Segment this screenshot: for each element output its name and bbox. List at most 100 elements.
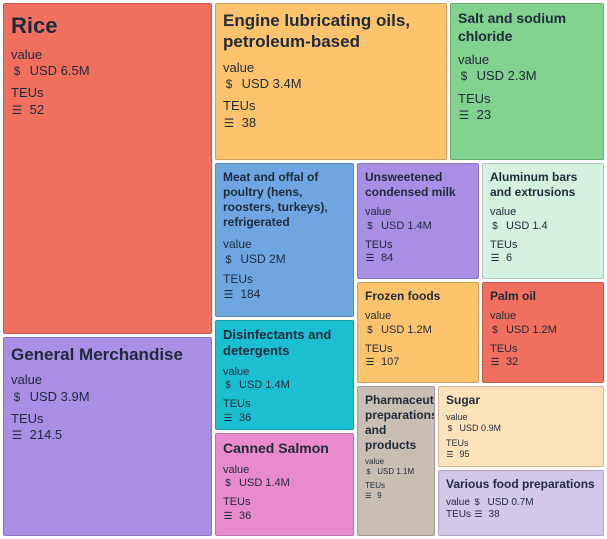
metric-label: value [223,365,250,378]
metric-label: value [490,310,517,322]
stack-icon: ☰ [458,109,470,123]
metric-label: TEUs [11,411,44,427]
tile-title: Salt and sodium chloride [458,10,567,44]
stack-icon: ☰ [490,357,500,369]
metric-value: ☰ 52 [11,101,45,117]
metric-label: value [446,412,468,423]
metric-row: value $ USD 0.7M [446,497,596,509]
metric-label: TEUs [458,90,491,106]
tile-sugar[interactable]: Sugar value $ USD 0.9M TEUs ☰ 95 [438,386,604,467]
dollar-icon: $ [13,64,21,78]
tile-body: value $ USD 0.9M TEUs ☰ 95 [446,412,596,459]
tile-disinfectants-and-detergents[interactable]: Disinfectants and detergents value $ USD 1… [215,320,354,430]
metric-row: TEUs ☰ 36 [223,398,346,426]
metric-value: ☰ 84 [365,252,394,265]
tile-engine-lubricating-oils-petroleum-based[interactable]: Engine lubricating oils, petroleum-based… [215,3,447,160]
metric-label: value [446,497,470,509]
metric-label: TEUs [11,85,44,101]
metric-label: TEUs [365,238,393,251]
metric-row: value $ USD 1.2M [365,310,471,338]
stack-icon: ☰ [223,116,235,130]
metric-value: $ USD 1.4M [223,379,346,393]
tile-title: Aluminum bars and extrusions [490,170,578,199]
dollar-icon: $ [367,324,373,336]
metric-value: $ USD 1.4 [490,220,596,234]
dollar-icon: $ [225,478,231,490]
dollar-icon: $ [492,324,498,336]
metric-row: value $ USD 1.2M [490,310,596,338]
metric-label: TEUs [223,496,251,508]
tile-canned-salmon[interactable]: Canned Salmon value $ USD 1.4M TEUs ☰ 36 [215,433,354,536]
metric-label: TEUs [490,342,518,355]
dollar-icon: $ [447,424,453,434]
tile-salt-and-sodium-chloride[interactable]: Salt and sodium chloride value $ USD 2.3M T… [450,3,604,160]
metric-row: value $ USD 1.4M [223,464,346,492]
stack-icon: ☰ [223,289,234,302]
metric-value: $ USD 2M [223,252,346,267]
tile-meat-and-offal-of-poultry-hens-roosters-turkeys-refrigerated[interactable]: Meat and offal of poultry (hens, rooster… [215,163,354,317]
metric-label: value [11,46,43,62]
metric-value: ☰ 23 [458,107,492,123]
tile-title: Meat and offal of poultry (hens, rooster… [223,170,328,229]
tile-body: value $ USD 0.7M TEUs ☰ 38 [446,497,596,521]
metric-row: value $ USD 3.4M [223,60,439,93]
tile-pharmaceutical-preparations-and-products[interactable]: Pharmaceutical preparations and products… [357,386,435,536]
metric-label: value [365,206,392,218]
tile-title: Engine lubricating oils, petroleum-based [223,11,411,52]
metric-value: ☰ 184 [223,287,261,302]
dollar-icon: $ [225,380,231,392]
metric-value: ☰ 38 [223,114,257,130]
tile-frozen-foods[interactable]: Frozen foods value $ USD 1.2M TEUs ☰ 107 [357,282,479,383]
metric-label: value [490,206,517,218]
stack-icon: ☰ [365,357,375,369]
metric-value: $ USD 3.9M [11,389,204,406]
stack-icon: ☰ [11,103,23,117]
tile-title: Sugar [446,393,481,407]
metric-label: value [365,457,385,466]
tile-various-food-preparations[interactable]: Various food preparations value $ USD 0.7… [438,470,604,536]
tile-title: Frozen foods [365,289,441,303]
metric-row: TEUs ☰ 38 [446,509,596,521]
dollar-icon: $ [492,220,498,232]
tile-rice[interactable]: Rice value $ USD 6.5M TEUs ☰ 52 [3,3,212,334]
tile-title: Unsweetened condensed milk [365,170,456,199]
tile-title: Palm oil [490,289,537,303]
metric-value: ☰ 38 [474,509,500,521]
tile-unsweetened-condensed-milk[interactable]: Unsweetened condensed milk value $ USD 1.4… [357,163,479,279]
dollar-icon: $ [225,77,233,91]
tile-aluminum-bars-and-extrusions[interactable]: Aluminum bars and extrusions value $ USD 1… [482,163,604,279]
metric-row: value $ USD 6.5M [11,47,204,80]
stack-icon: ☰ [490,253,500,265]
metric-value: $ USD 2.3M [458,68,596,85]
tile-body: value $ USD 3.9M TEUs ☰ 214.5 [11,372,204,444]
tile-title: Various food preparations [446,477,595,491]
metric-row: value $ USD 2M [223,237,346,267]
metric-value: $ USD 0.7M [474,497,534,509]
stack-icon: ☰ [365,491,372,500]
tile-body: value $ USD 1.4 TEUs ☰ 6 [490,206,596,266]
metric-row: value $ USD 2.3M [458,52,596,85]
tile-body: value $ USD 2.3M TEUs ☰ 23 [458,52,596,124]
stack-icon: ☰ [223,510,233,522]
metric-label: value [223,59,255,75]
tile-title: Rice [11,13,58,38]
metric-label: value [223,237,252,251]
tile-palm-oil[interactable]: Palm oil value $ USD 1.2M TEUs ☰ 32 [482,282,604,383]
tile-body: value $ USD 6.5M TEUs ☰ 52 [11,47,204,119]
tile-body: value $ USD 3.4M TEUs ☰ 38 [223,60,439,132]
stack-icon: ☰ [223,412,233,424]
dollar-icon: $ [474,497,480,508]
metric-value: ☰ 32 [490,356,519,369]
tile-title: Canned Salmon [223,440,329,456]
metric-row: value $ USD 1.4M [365,206,471,234]
metric-value: $ USD 0.9M [447,423,502,434]
metric-row: TEUs ☰ 84 [365,239,471,267]
tile-general-merchandise[interactable]: General Merchandise value $ USD 3.9M TEUs ☰ … [3,337,212,536]
metric-row: value $ USD 3.9M [11,372,204,405]
tile-body: value $ USD 2M TEUs ☰ 184 [223,237,346,303]
metric-label: value [223,463,250,476]
metric-row: TEUs ☰ 32 [490,343,596,371]
metric-row: TEUs ☰ 52 [11,85,204,118]
tile-body: value $ USD 1.4M TEUs ☰ 84 [365,206,471,266]
